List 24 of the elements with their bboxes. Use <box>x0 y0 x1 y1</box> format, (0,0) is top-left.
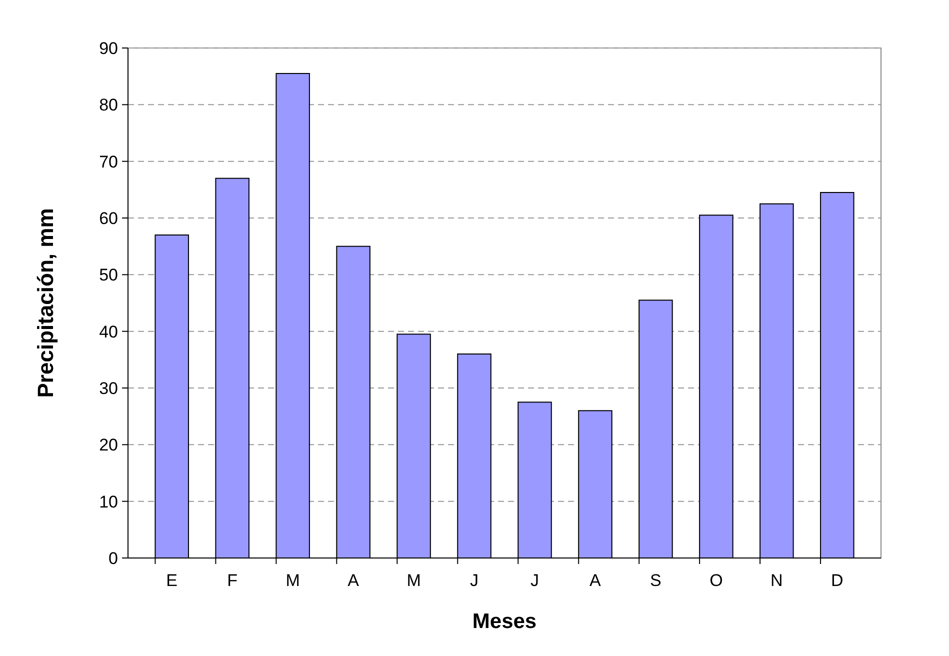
x-tick-label: A <box>348 571 360 590</box>
x-tick-label: J <box>530 571 539 590</box>
x-tick-label: F <box>227 571 238 590</box>
y-axis-title: Precipitación, mm <box>33 208 58 398</box>
y-tick-label: 90 <box>99 38 118 58</box>
x-tick-label: E <box>166 571 178 590</box>
y-tick-label: 40 <box>99 322 118 342</box>
y-tick-label: 80 <box>99 96 118 115</box>
x-tick-label: J <box>470 571 479 590</box>
x-tick-label: M <box>286 571 300 590</box>
x-tick-label: N <box>770 571 783 590</box>
x-tick-label: S <box>650 571 662 590</box>
y-tick-label: 20 <box>99 436 118 455</box>
x-tick-label: M <box>406 571 421 590</box>
y-tick-label: 70 <box>99 152 118 172</box>
x-tick-label: O <box>710 571 723 590</box>
x-axis-title: Meses <box>472 610 537 633</box>
x-tick-label: A <box>590 571 602 590</box>
x-tick-label: D <box>831 571 844 590</box>
y-tick-label: 60 <box>99 208 118 228</box>
y-tick-label: 50 <box>99 266 118 285</box>
y-tick-label: 10 <box>99 492 118 512</box>
y-tick-label: 30 <box>99 378 118 398</box>
y-tick-label: 0 <box>108 548 118 568</box>
